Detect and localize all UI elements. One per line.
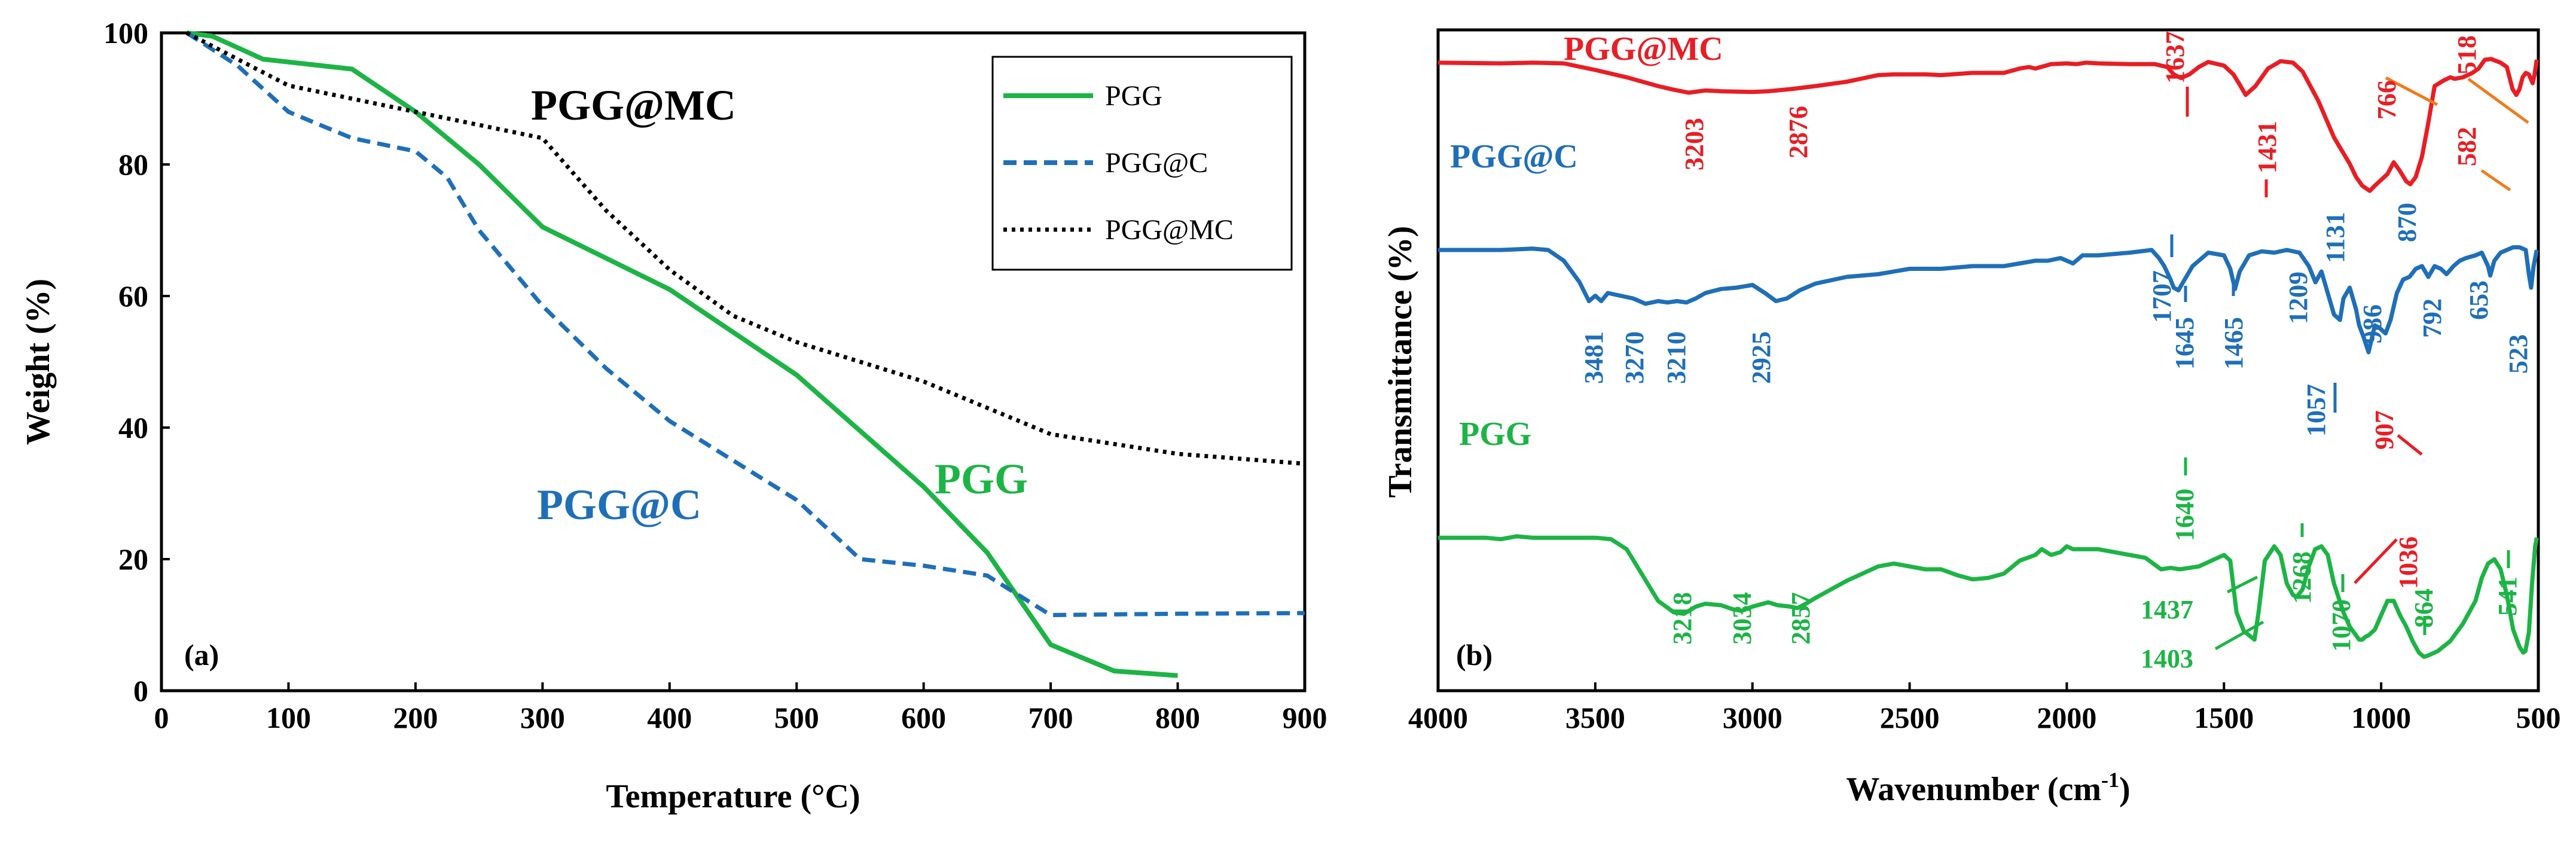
tga-legend-label-pgg: PGG [1105,80,1162,112]
tga-annotation-pggc: PGG@C [537,481,701,529]
peak-label-1431: 1431 [2253,121,2282,173]
leader-1403 [2214,620,2264,651]
ftir-x-tick-label: 2000 [2037,701,2096,734]
peak-label-1057: 1057 [2302,384,2331,437]
tga-annotation-pggmc: PGG@MC [531,81,736,129]
peak-label-1131: 1131 [2321,212,2350,263]
tga-x-tick-label: 800 [1155,701,1200,734]
tga-x-tick-label: 500 [774,701,819,734]
ftir-x-tick-label: 3000 [1723,701,1783,734]
tga-y-tick-label: 80 [118,148,148,181]
peak-label-864: 864 [2409,588,2438,628]
ftir-x-tick-label: 3500 [1565,701,1625,734]
leader-518 [2467,77,2529,124]
leader-582 [2480,169,2511,192]
ftir-panel-label: (b) [1456,638,1493,672]
peak-label-541: 541 [2493,576,2522,616]
ftir-series [1437,57,2539,659]
peak-label-2925: 2925 [1747,331,1776,384]
tga-line-pgg-mc [185,30,1305,466]
peak-label-1036: 1036 [2394,536,2423,589]
ftir-y-axis-title: Transmittance (%) [1382,226,1419,498]
ftir-x-tick-label: 4000 [1408,701,1468,734]
peak-label-1070: 1070 [2327,599,2356,652]
ftir-chart: 4000 3500 3000 2500 2000 1500 1000 500 Wavenumb… [1382,28,2561,808]
tga-y-tick-label: 100 [103,16,148,50]
peak-label-3210: 3210 [1662,331,1691,384]
tga-y-axis-title: Weight (%) [20,279,57,445]
peak-label-1209: 1209 [2284,271,2313,324]
peak-label-3218: 3218 [1668,592,1697,645]
peak-label-2857: 2857 [1786,592,1815,645]
peak-label-3203: 3203 [1680,118,1709,170]
tga-legend-box [991,56,1293,271]
peak-label-518: 518 [2452,35,2482,75]
peak-label-3270: 3270 [1620,331,1649,384]
peak-label-3481: 3481 [1579,331,1609,384]
ftir-leader-lines [2170,76,2529,651]
peak-label-792: 792 [2418,298,2447,338]
tga-line-pgg-c [185,31,1305,617]
ftir-spectrum-pgg-c [1438,245,2539,355]
tga-x-tick-label: 900 [1283,701,1327,734]
ftir-x-tick-label: 2500 [1880,701,1940,734]
peak-label-1637: 1637 [2160,31,2190,84]
peak-label-1465: 1465 [2219,317,2248,370]
peak-label-1437: 1437 [2141,595,2193,624]
leader-907 [2397,434,2423,456]
peak-label-986: 986 [2358,304,2387,344]
leader-766 [2385,76,2438,106]
ftir-title-pgg: PGG [1459,416,1531,453]
tga-x-tick-label: 200 [393,701,438,734]
tga-legend-label-pggmc: PGG@MC [1105,214,1234,246]
peak-label-1268: 1268 [2287,551,2316,604]
ftir-title-pggc: PGG@C [1450,138,1578,175]
tga-annotation-pgg: PGG [935,455,1028,503]
ftir-spectrum-pgg-mc [1437,57,2539,193]
ftir-ticks: 4000 3500 3000 2500 2000 1500 1000 500 [1408,682,2561,734]
tga-x-axis-title: Temperature (°C) [606,778,860,815]
ftir-x-tick-label: 1000 [2351,701,2411,734]
tga-chart: 0 100 200 300 400 500 600 700 800 900 0 20 40 60 80 100… [20,16,1327,815]
peak-label-870: 870 [2392,203,2422,242]
tga-legend: PGG PGG@C PGG@MC [991,56,1293,271]
peak-label-582: 582 [2452,127,2482,166]
leader-1437 [2226,575,2258,594]
tga-x-tick-label: 300 [520,701,565,734]
tga-ticks: 0 100 200 300 400 500 600 700 800 900 0 20 40 60 80 100 [103,16,1327,734]
leader-1036 [2354,538,2398,584]
tga-x-tick-label: 600 [901,701,946,734]
tga-y-tick-label: 20 [118,542,148,576]
ftir-x-axis-title: Wavenumber (cm-1) [1846,768,2130,808]
tga-x-tick-label: 100 [266,701,311,734]
peak-label-907: 907 [2370,410,2399,450]
tga-series [185,30,1305,678]
tga-y-tick-label: 0 [133,674,148,707]
peak-label-1640: 1640 [2170,489,2199,541]
peak-label-1707: 1707 [2147,270,2177,323]
ftir-x-tick-label: 500 [2516,701,2561,734]
ftir-spectrum-pgg [1438,534,2539,659]
tga-plot-frame [160,31,1307,692]
peak-label-1645: 1645 [2170,317,2199,370]
tga-x-tick-label: 400 [647,701,692,734]
ftir-x-tick-label: 1500 [2194,701,2254,734]
peak-label-3034: 3034 [1727,592,1757,645]
tga-line-pgg [186,30,1178,678]
peak-label-1403: 1403 [2141,644,2193,673]
peak-label-766: 766 [2372,80,2401,120]
tga-x-tick-label: 0 [154,701,169,734]
tga-x-tick-label: 700 [1028,701,1073,734]
tga-y-tick-label: 40 [118,411,148,444]
peak-label-523: 523 [2504,334,2533,374]
peak-label-653: 653 [2464,280,2493,320]
tga-panel-label: (a) [184,638,219,672]
peak-label-2876: 2876 [1784,106,1813,158]
ftir-title-pggmc: PGG@MC [1564,30,1723,68]
tga-y-tick-label: 60 [118,279,148,313]
tga-legend-label-pggc: PGG@C [1105,147,1208,179]
ftir-plot-frame [1436,28,2540,692]
